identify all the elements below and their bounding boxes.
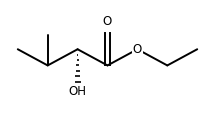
Text: OH: OH bbox=[69, 85, 87, 98]
Text: O: O bbox=[103, 15, 112, 28]
Text: O: O bbox=[133, 43, 142, 56]
